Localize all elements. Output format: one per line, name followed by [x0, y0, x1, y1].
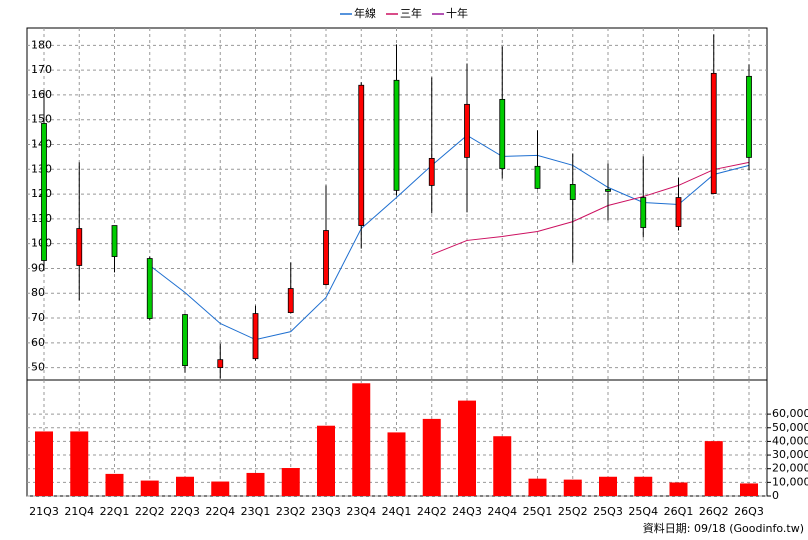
candle-body	[41, 123, 47, 261]
footer: 資料日期: 09/18 (Goodinfo.tw)	[643, 521, 804, 535]
x-tick-label: 23Q1	[241, 505, 271, 518]
bar	[422, 418, 441, 496]
legend-label: 三年	[400, 6, 422, 20]
bar	[740, 483, 758, 496]
x-tick-label: 22Q2	[135, 505, 165, 518]
bar	[528, 478, 547, 496]
bar	[140, 480, 159, 496]
y-tick-label: 160	[31, 88, 52, 101]
candle-body	[499, 98, 506, 169]
x-tick-label: 22Q3	[170, 505, 200, 518]
candle-body	[76, 228, 83, 266]
ma-line	[149, 134, 750, 341]
x-tick-label: 22Q4	[205, 505, 235, 518]
y-tick-label: 30,000	[772, 448, 808, 461]
x-tick-label: 24Q3	[452, 505, 482, 518]
y-tick-label: 170	[31, 63, 52, 76]
x-tick-label: 24Q4	[487, 505, 517, 518]
y-tick-label: 0	[772, 489, 779, 502]
bar	[458, 400, 476, 496]
x-tick-label: 25Q2	[558, 505, 588, 518]
bar	[176, 476, 194, 496]
x-tick-label: 25Q3	[593, 505, 623, 518]
candle-body	[111, 225, 118, 257]
candle-body	[252, 313, 259, 360]
bar	[563, 479, 582, 496]
x-tick-label: 23Q4	[346, 505, 376, 518]
bar	[352, 383, 371, 496]
candle-body	[182, 314, 188, 367]
y-tick-label: 70	[31, 311, 45, 324]
candle-body	[605, 188, 611, 192]
candle-body	[217, 359, 224, 369]
x-tick-label: 21Q4	[64, 505, 94, 518]
candle-body	[287, 288, 294, 313]
bar	[35, 431, 53, 496]
bar	[317, 425, 335, 496]
y-tick-label: 50	[31, 361, 45, 374]
bar	[105, 473, 124, 496]
x-tick-label: 22Q1	[100, 505, 130, 518]
legend-label: 十年	[446, 6, 468, 20]
bar	[70, 431, 89, 496]
legend-label: 年線	[354, 6, 376, 20]
bar	[704, 441, 723, 496]
y-tick-label: 150	[31, 113, 52, 126]
candle-body	[569, 184, 576, 200]
y-tick-label: 60,000	[772, 407, 808, 420]
x-tick-label: 25Q4	[628, 505, 658, 518]
candle-body	[534, 165, 541, 189]
x-tick-label: 21Q3	[29, 505, 59, 518]
x-tick-label: 24Q1	[382, 505, 412, 518]
y-tick-label: 10,000	[772, 475, 808, 488]
ma-line	[431, 161, 750, 256]
bar	[281, 468, 300, 496]
y-tick-label: 20,000	[772, 462, 808, 475]
x-tick-label: 26Q1	[664, 505, 694, 518]
candle-body	[746, 75, 752, 158]
x-tick-label: 26Q2	[699, 505, 729, 518]
bar	[387, 432, 406, 496]
bar	[246, 472, 265, 496]
candle-body	[358, 84, 365, 226]
x-tick-label: 26Q3	[734, 505, 764, 518]
candle-body	[675, 197, 682, 227]
y-tick-label: 180	[31, 38, 52, 51]
bar	[669, 482, 688, 496]
x-tick-label: 24Q2	[417, 505, 447, 518]
y-tick-label: 40,000	[772, 434, 808, 447]
candle-body	[710, 72, 717, 194]
candle-body	[640, 197, 647, 228]
y-tick-label: 90	[31, 261, 45, 274]
bar	[211, 481, 230, 496]
candle-body	[323, 230, 329, 285]
y-tick-label: 50,000	[772, 421, 808, 434]
x-tick-label: 25Q1	[523, 505, 553, 518]
bar	[493, 436, 512, 496]
y-tick-label: 80	[31, 286, 45, 299]
candle-body	[428, 157, 435, 186]
candle-body	[393, 79, 400, 191]
candle-body	[464, 103, 470, 158]
bar	[634, 476, 653, 496]
bar	[599, 476, 617, 496]
x-tick-label: 23Q3	[311, 505, 341, 518]
x-tick-label: 23Q2	[276, 505, 306, 518]
candle-body	[146, 258, 153, 319]
y-tick-label: 60	[31, 336, 45, 349]
